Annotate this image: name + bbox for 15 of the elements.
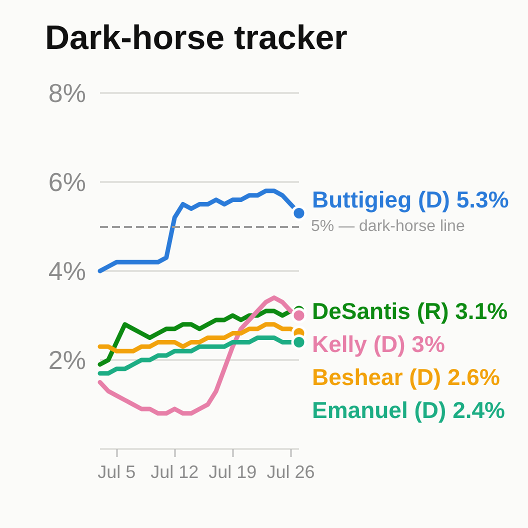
y-tick-label: 6% (48, 167, 86, 197)
ref-line-label: 5% — dark-horse line (311, 218, 465, 235)
y-tick-label: 8% (48, 78, 86, 108)
x-tick-label: Jul 12 (150, 462, 199, 482)
text: DeSantis (R) 3.1% (312, 298, 508, 324)
x-tick-label: Jul 26 (266, 462, 315, 482)
x-tick-label: Jul 5 (98, 462, 136, 482)
text: Kelly (D) 3% (312, 331, 445, 358)
y-tick-label: 4% (48, 256, 86, 286)
y-tick-label: 2% (48, 345, 86, 375)
text: Buttigieg (D) 5.3% (312, 186, 509, 212)
text: Emanuel (D) 2.4% (312, 397, 505, 424)
x-tick-label: Jul 19 (208, 462, 257, 482)
text: Beshear (D) 2.6% (312, 364, 500, 390)
chart-title: Dark-horse tracker (45, 19, 348, 57)
